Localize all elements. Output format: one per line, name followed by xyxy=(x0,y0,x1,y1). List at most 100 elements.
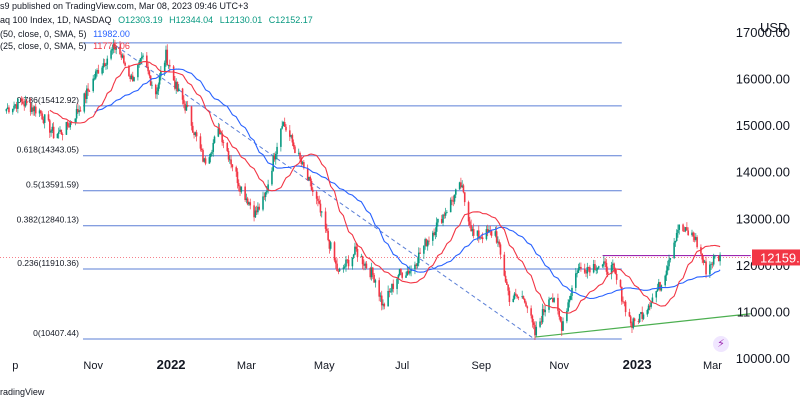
x-tick-label: Sep xyxy=(472,360,492,372)
candle-body xyxy=(34,106,37,114)
candle-body xyxy=(290,135,292,137)
tradingview-logo[interactable]: radingView xyxy=(0,387,44,397)
candle-body xyxy=(257,206,259,213)
candle-body xyxy=(678,224,681,230)
candle-body xyxy=(93,78,96,80)
candle-body xyxy=(199,136,202,149)
candle-body xyxy=(297,152,300,154)
y-tick-label: 15000.00 xyxy=(736,118,790,133)
candle-body xyxy=(440,218,443,223)
ma50-legend[interactable]: (50, close, 0, SMA, 5) 11982.00 xyxy=(0,29,134,39)
candle-body xyxy=(32,107,34,112)
candle-body xyxy=(329,242,332,249)
candle-body xyxy=(154,84,157,95)
candle-body xyxy=(74,118,77,123)
candle-body xyxy=(347,259,350,267)
candle-body xyxy=(315,191,318,199)
candle-body xyxy=(423,245,425,254)
candle-body xyxy=(624,301,627,313)
candle-body xyxy=(389,291,392,293)
candle-body xyxy=(43,114,46,123)
candle-body xyxy=(310,181,313,190)
candle-body xyxy=(306,168,309,180)
candle-body xyxy=(632,318,635,328)
candle-body xyxy=(361,256,364,265)
candle-body xyxy=(701,253,704,260)
candle-body xyxy=(498,241,501,245)
candle-body xyxy=(398,268,401,276)
candle-body xyxy=(612,263,614,266)
candle-body xyxy=(594,264,596,271)
symbol-name[interactable]: aq 100 Index, 1D, NASDAQ xyxy=(0,15,112,25)
ma25-legend[interactable]: (25, close, 0, SMA, 5) 11776.06 xyxy=(0,41,134,51)
candle-body xyxy=(38,110,41,114)
candle-body xyxy=(346,259,349,261)
candle-body xyxy=(175,81,177,89)
candle-body xyxy=(245,198,248,201)
candle-body xyxy=(200,148,203,151)
candle-body xyxy=(508,290,511,303)
candle-body xyxy=(235,167,237,172)
candle-body xyxy=(31,107,33,112)
candle-body xyxy=(416,263,419,266)
candle-body xyxy=(461,185,463,188)
candle-body xyxy=(575,273,577,288)
y-tick-label: 10000.00 xyxy=(736,351,790,366)
candle-body xyxy=(213,136,216,143)
candle-body xyxy=(664,275,666,286)
price-badge-text: 12159.0 xyxy=(760,250,800,265)
candle-body xyxy=(373,274,375,283)
lightning-icon[interactable]: ⚡ xyxy=(713,336,729,352)
price-badge-bg xyxy=(752,249,800,266)
candle-body xyxy=(40,110,42,114)
ohlc-low: L12130.01 xyxy=(219,15,263,25)
candle-body xyxy=(140,56,143,59)
candle-body xyxy=(160,71,162,77)
candle-body xyxy=(534,324,536,336)
candle-body xyxy=(342,267,345,270)
candle-body xyxy=(137,64,139,78)
candle-body xyxy=(548,299,550,310)
candle-body xyxy=(174,80,176,89)
candle-body xyxy=(191,125,194,133)
candle-body xyxy=(88,90,91,92)
candle-body xyxy=(352,254,355,258)
candle-body xyxy=(181,88,184,100)
candle-body xyxy=(476,230,479,236)
candle-body xyxy=(379,295,382,297)
candle-body xyxy=(65,121,68,135)
candle-body xyxy=(703,261,706,263)
candle-body xyxy=(553,297,555,302)
candle-body xyxy=(525,302,527,307)
candle-body xyxy=(595,269,598,271)
candle-body xyxy=(84,93,87,100)
candle-body xyxy=(605,262,608,272)
symbol-legend[interactable]: aq 100 Index, 1D, NASDAQ O12303.19 H1234… xyxy=(0,15,317,25)
x-tick-label: 2022 xyxy=(157,357,186,372)
candle-body xyxy=(343,266,346,268)
candle-body xyxy=(328,239,331,249)
candle-body xyxy=(212,142,215,152)
candle-body xyxy=(490,230,493,236)
candle-body xyxy=(6,107,9,109)
candle-body xyxy=(17,98,19,109)
candle-body xyxy=(176,81,179,91)
candle-body xyxy=(506,281,508,285)
candle-body xyxy=(558,310,561,317)
candle-body xyxy=(659,282,661,291)
candle-body xyxy=(29,103,32,112)
candle-body xyxy=(237,183,240,187)
candle-body xyxy=(682,224,684,231)
candle-body xyxy=(603,261,605,265)
candle-body xyxy=(186,105,189,107)
candle-body xyxy=(184,103,186,111)
ohlc-close: C12152.17 xyxy=(268,15,313,25)
candle-body xyxy=(20,98,23,102)
candle-body xyxy=(710,263,712,265)
candle-body xyxy=(631,323,633,328)
candle-body xyxy=(239,186,241,192)
support-trend-line xyxy=(534,313,751,338)
candle-body xyxy=(417,252,420,264)
candle-body xyxy=(434,231,437,236)
